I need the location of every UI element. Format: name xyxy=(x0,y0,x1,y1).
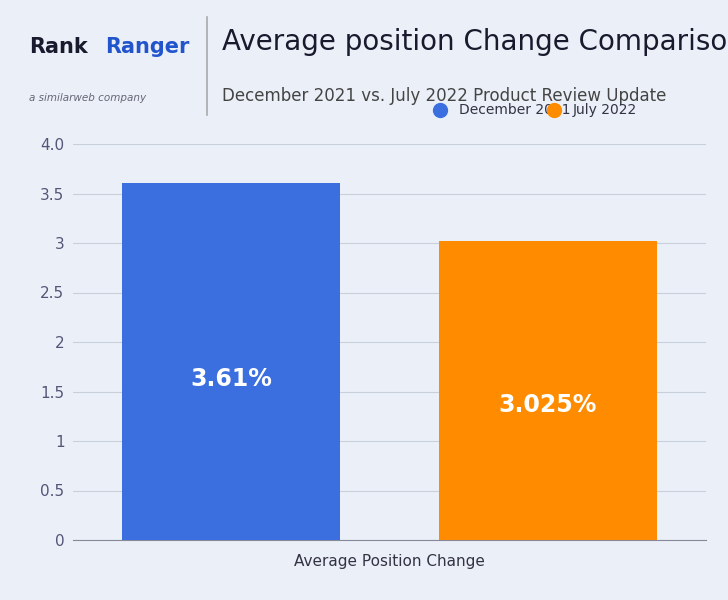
Text: 3.025%: 3.025% xyxy=(499,393,597,417)
Text: July 2022: July 2022 xyxy=(573,103,638,118)
Text: December 2021: December 2021 xyxy=(459,103,571,118)
Text: Rank: Rank xyxy=(29,37,88,56)
Text: a similarweb company: a similarweb company xyxy=(29,94,146,103)
Text: December 2021 vs. July 2022 Product Review Update: December 2021 vs. July 2022 Product Revi… xyxy=(222,87,666,105)
Text: 3.61%: 3.61% xyxy=(190,367,272,391)
Bar xyxy=(439,241,657,540)
Text: Ranger: Ranger xyxy=(106,37,190,56)
X-axis label: Average Position Change: Average Position Change xyxy=(294,554,485,569)
Bar xyxy=(122,182,340,540)
Text: Average position Change Comparison: Average position Change Comparison xyxy=(222,28,728,56)
